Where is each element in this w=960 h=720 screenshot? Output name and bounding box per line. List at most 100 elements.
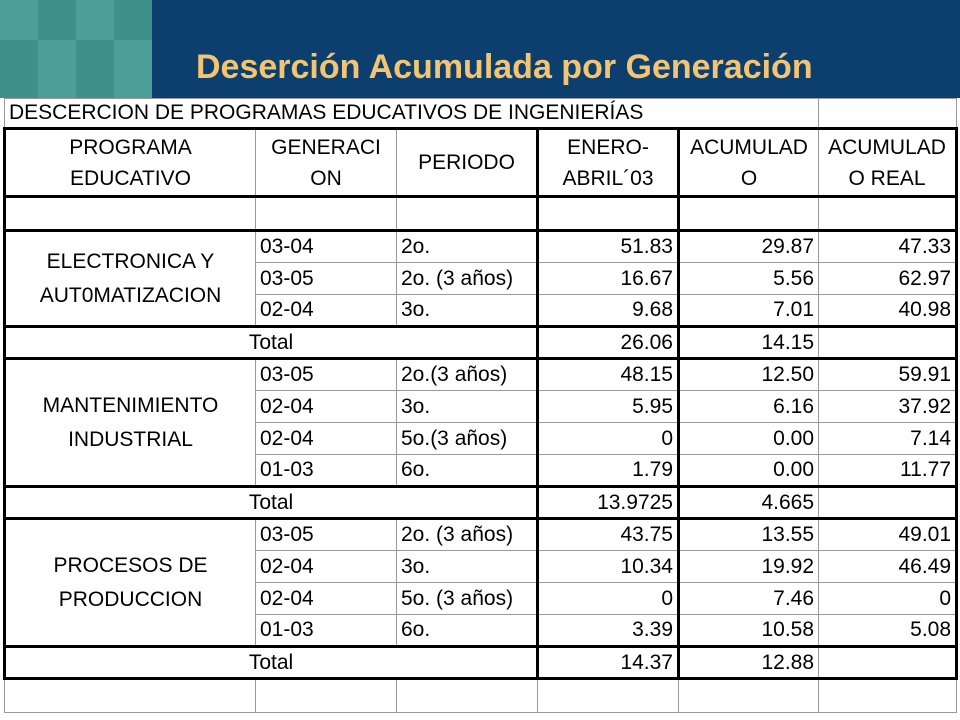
blank-row bbox=[4, 678, 958, 713]
empty-cell bbox=[537, 678, 679, 713]
table-row: 02-04 3o. 10.34 19.92 46.49 bbox=[5, 550, 959, 583]
slide-header: Deserción Acumulada por Generación bbox=[0, 0, 960, 98]
generacion-cell: 03-05 bbox=[255, 262, 397, 295]
header-acumulado-real-line1: ACUMULAD bbox=[828, 135, 946, 159]
header-acumulado-real: ACUMULAD O REAL bbox=[818, 127, 959, 198]
generacion-cell: 02-04 bbox=[255, 294, 397, 327]
table-row: 03-05 2o. (3 años) 16.67 5.56 62.97 bbox=[5, 262, 959, 295]
header-programa-line2: EDUCATIVO bbox=[70, 166, 191, 190]
program-name-line2: PRODUCCION bbox=[58, 587, 203, 611]
enero-abril-cell: 5.95 bbox=[536, 390, 680, 423]
table-row: 02-04 5o.(3 años) 0 0.00 7.14 bbox=[5, 422, 959, 455]
total-row: Total 13.9725 4.665 bbox=[3, 485, 959, 520]
empty-cell bbox=[677, 678, 820, 713]
acumulado-cell: 0.00 bbox=[677, 422, 820, 455]
header-generacion-line2: ON bbox=[310, 166, 342, 190]
total-row: Total 14.37 12.88 bbox=[3, 645, 959, 680]
header-acumulado-line2: O bbox=[740, 166, 758, 190]
periodo-cell: 2o. bbox=[396, 229, 538, 263]
enero-abril-cell: 3.39 bbox=[536, 614, 680, 647]
header-generacion: GENERACI ON bbox=[255, 127, 397, 198]
program-cell: MANTENIMIENTO INDUSTRIAL bbox=[3, 358, 256, 487]
spreadsheet-area: DESCERCION DE PROGRAMAS EDUCATIVOS DE IN… bbox=[0, 98, 960, 720]
program-name-line2: AUT0MATIZACION bbox=[39, 283, 222, 307]
acumulado-real-cell: 11.77 bbox=[818, 454, 959, 487]
periodo-cell: 3o. bbox=[396, 390, 538, 423]
generacion-cell: 03-05 bbox=[255, 518, 397, 551]
empty-cell bbox=[396, 196, 538, 231]
empty-cell bbox=[818, 325, 959, 360]
periodo-cell: 5o.(3 años) bbox=[396, 422, 538, 455]
total-label: Total bbox=[3, 325, 538, 360]
header-enero-abril: ENERO- ABRIL´03 bbox=[536, 127, 680, 198]
generacion-cell: 01-03 bbox=[255, 454, 397, 487]
table-row: 02-04 5o. (3 años) 0 7.46 0 bbox=[5, 582, 959, 615]
header-periodo: PERIODO bbox=[396, 127, 538, 198]
periodo-cell: 2o.(3 años) bbox=[396, 358, 538, 391]
program-cell: ELECTRONICA Y AUT0MATIZACION bbox=[3, 229, 256, 327]
empty-cell bbox=[536, 196, 680, 231]
program-name-line2: INDUSTRIAL bbox=[68, 427, 193, 451]
acumulado-cell: 6.16 bbox=[677, 390, 820, 423]
total-acumulado: 14.15 bbox=[677, 325, 820, 360]
acumulado-real-cell: 5.08 bbox=[818, 614, 959, 647]
header-teal-tile bbox=[76, 0, 114, 40]
header-row: PROGRAMA EDUCATIVO GENERACI ON PERIODO ENE… bbox=[3, 127, 959, 198]
periodo-cell: 5o. (3 años) bbox=[396, 582, 538, 615]
acumulado-real-cell: 62.97 bbox=[818, 262, 959, 295]
periodo-cell: 6o. bbox=[396, 614, 538, 647]
acumulado-real-cell: 0 bbox=[818, 582, 959, 615]
enero-abril-cell: 9.68 bbox=[536, 294, 680, 327]
generacion-cell: 03-04 bbox=[255, 229, 397, 263]
table-row: 02-04 3o. 9.68 7.01 40.98 bbox=[5, 294, 959, 327]
acumulado-cell: 13.55 bbox=[677, 518, 820, 551]
total-enero-abril: 13.9725 bbox=[536, 485, 680, 520]
generacion-cell: 02-04 bbox=[255, 550, 397, 583]
generacion-cell: 02-04 bbox=[255, 582, 397, 615]
header-acumulado-real-line2: O REAL bbox=[848, 166, 926, 190]
table-row: 01-03 6o. 3.39 10.58 5.08 bbox=[5, 614, 959, 647]
generacion-cell: 02-04 bbox=[255, 422, 397, 455]
total-acumulado: 12.88 bbox=[677, 645, 820, 680]
periodo-cell: 2o. (3 años) bbox=[396, 518, 538, 551]
header-acumulado: ACUMULAD O bbox=[677, 127, 820, 198]
enero-abril-cell: 0 bbox=[536, 422, 680, 455]
header-generacion-line1: GENERACI bbox=[271, 135, 381, 159]
acumulado-cell: 19.92 bbox=[677, 550, 820, 583]
table-row: ELECTRONICA Y AUT0MATIZACION 03-04 2o. 51… bbox=[3, 229, 959, 327]
program-cell: PROCESOS DE PRODUCCION bbox=[3, 518, 256, 647]
periodo-cell: 2o. (3 años) bbox=[396, 262, 538, 295]
table-caption: DESCERCION DE PROGRAMAS EDUCATIVOS DE IN… bbox=[3, 98, 820, 129]
caption-row: DESCERCION DE PROGRAMAS EDUCATIVOS DE IN… bbox=[3, 98, 958, 129]
enero-abril-cell: 48.15 bbox=[536, 358, 680, 391]
empty-cell bbox=[677, 196, 820, 231]
table-row: PROCESOS DE PRODUCCION 03-05 2o. (3 años)… bbox=[3, 518, 959, 647]
table-row: MANTENIMIENTO INDUSTRIAL 03-05 2o.(3 años… bbox=[3, 358, 959, 487]
header-acumulado-line1: ACUMULAD bbox=[690, 135, 808, 159]
acumulado-cell: 7.01 bbox=[677, 294, 820, 327]
acumulado-cell: 5.56 bbox=[677, 262, 820, 295]
periodo-cell: 6o. bbox=[396, 454, 538, 487]
acumulado-real-cell: 40.98 bbox=[818, 294, 959, 327]
enero-abril-cell: 43.75 bbox=[536, 518, 680, 551]
program-name-line1: MANTENIMIENTO bbox=[42, 393, 219, 417]
total-label: Total bbox=[3, 645, 538, 680]
empty-cell bbox=[4, 678, 256, 713]
acumulado-real-cell: 49.01 bbox=[818, 518, 959, 551]
empty-cell bbox=[3, 196, 256, 231]
total-enero-abril: 26.06 bbox=[536, 325, 680, 360]
empty-cell bbox=[818, 678, 958, 713]
acumulado-cell: 12.50 bbox=[677, 358, 820, 391]
enero-abril-cell: 0 bbox=[536, 582, 680, 615]
empty-cell bbox=[396, 678, 538, 713]
empty-cell bbox=[818, 485, 959, 520]
header-teal-tile bbox=[0, 0, 38, 40]
header-enero-abril-line1: ENERO- bbox=[567, 135, 649, 159]
acumulado-real-cell: 47.33 bbox=[818, 229, 959, 263]
generacion-cell: 03-05 bbox=[255, 358, 397, 391]
acumulado-real-cell: 7.14 bbox=[818, 422, 959, 455]
acumulado-real-cell: 37.92 bbox=[818, 390, 959, 423]
acumulado-cell: 29.87 bbox=[677, 229, 820, 263]
enero-abril-cell: 1.79 bbox=[536, 454, 680, 487]
acumulado-real-cell: 59.91 bbox=[818, 358, 959, 391]
